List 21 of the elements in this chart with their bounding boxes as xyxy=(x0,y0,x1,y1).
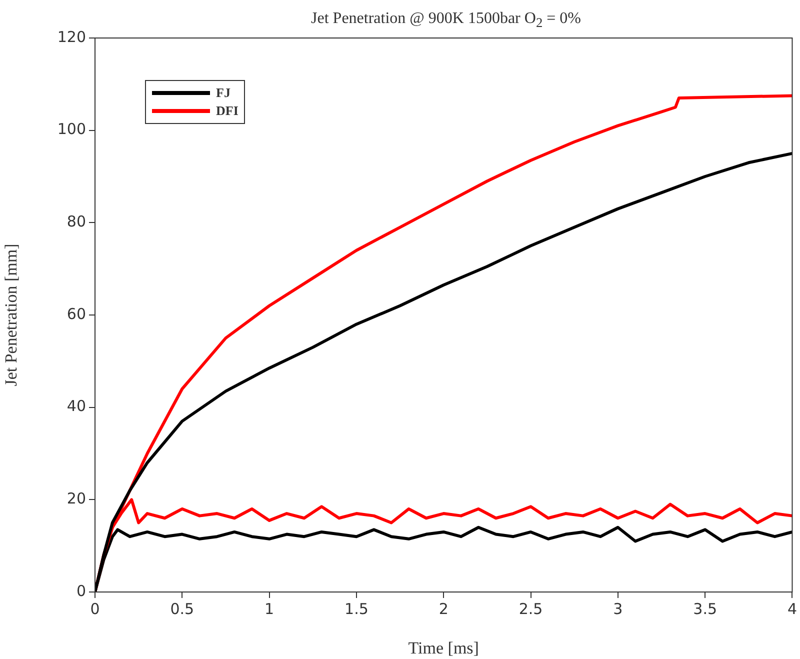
y-tick-label: 120 xyxy=(57,28,86,46)
x-tick-label: 4 xyxy=(787,600,797,618)
y-tick-label: 20 xyxy=(66,490,86,508)
x-tick-label: 0 xyxy=(90,600,100,618)
x-tick-label: 2 xyxy=(438,600,448,618)
x-tick-label: 0.5 xyxy=(170,600,194,618)
x-axis-title: Time [ms] xyxy=(408,638,479,658)
y-tick-label: 0 xyxy=(76,582,86,600)
x-tick-label: 2.5 xyxy=(518,600,543,618)
x-tick-label: 1.5 xyxy=(344,600,368,618)
y-axis-title: Jet Penetration [mm] xyxy=(2,244,21,386)
y-tick-label: 40 xyxy=(66,397,86,416)
y-tick-label: 100 xyxy=(57,120,86,138)
x-tick-label: 3.5 xyxy=(693,600,718,618)
legend-label: DFI xyxy=(216,103,238,119)
legend-label: FJ xyxy=(216,85,230,101)
x-tick-label: 1 xyxy=(264,600,274,618)
y-tick-label: 60 xyxy=(66,304,86,323)
y-tick-label: 80 xyxy=(66,212,86,231)
chart-title: Jet Penetration @ 900K 1500bar O$_{2}$ = 0% xyxy=(310,10,582,32)
x-tick-label: 3 xyxy=(613,600,623,618)
